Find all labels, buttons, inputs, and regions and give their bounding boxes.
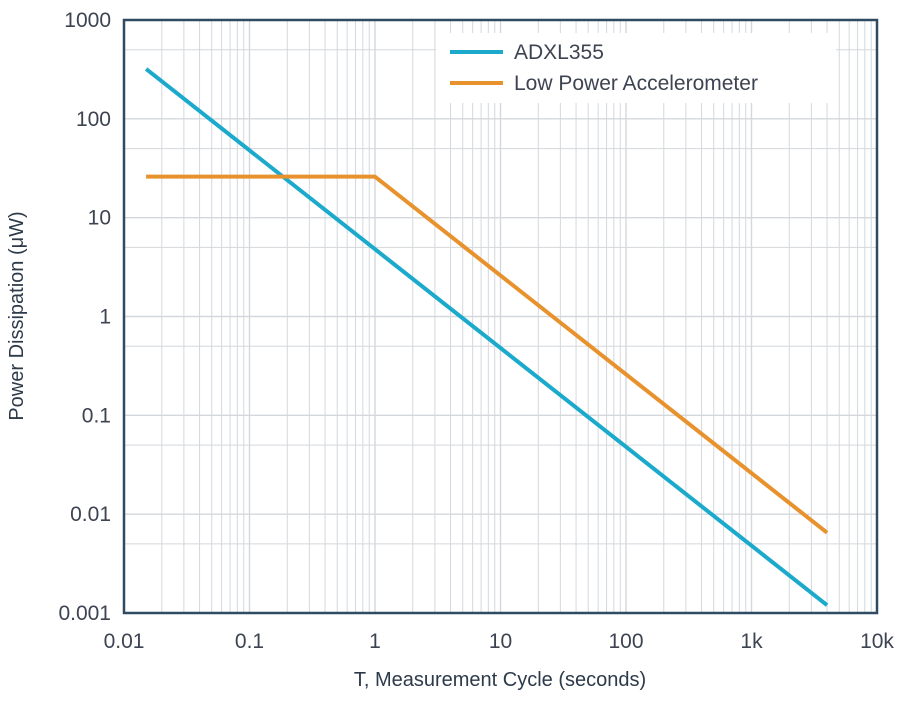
x-tick-label: 0.1 — [235, 630, 264, 653]
legend: ADXL355 Low Power Accelerometer — [436, 33, 836, 103]
series-line-adxl355 — [144, 67, 829, 607]
y-tick-labels: 1000 100 10 1 0.1 0.01 0.001 — [58, 9, 111, 625]
y-tick-label: 0.001 — [58, 602, 111, 625]
y-tick-label: 100 — [76, 108, 111, 131]
series-line-low-power-accelerometer — [146, 174, 829, 535]
legend-label-low-power-accelerometer: Low Power Accelerometer — [514, 72, 758, 95]
plot-frame — [122, 18, 879, 615]
legend-label-adxl355: ADXL355 — [514, 41, 604, 64]
grid — [124, 20, 877, 613]
series-lines — [144, 67, 829, 607]
x-tick-label: 1k — [740, 630, 763, 653]
x-axis-title: T, Measurement Cycle (seconds) — [354, 669, 646, 691]
y-tick-label: 0.1 — [82, 404, 111, 427]
y-tick-label: 10 — [88, 207, 111, 230]
x-tick-label: 1 — [369, 630, 381, 653]
legend-background — [436, 33, 836, 103]
x-tick-label: 10 — [489, 630, 512, 653]
y-axis-title: Power Dissipation (μW) — [6, 211, 28, 420]
y-tick-label: 1000 — [64, 9, 111, 32]
x-tick-label: 10k — [860, 630, 894, 653]
y-tick-label: 0.01 — [70, 503, 111, 526]
y-tick-label: 1 — [99, 306, 111, 329]
x-tick-label: 100 — [608, 630, 643, 653]
x-tick-labels: 0.01 0.1 1 10 100 1k 10k — [104, 630, 895, 653]
x-tick-label: 0.01 — [104, 630, 145, 653]
